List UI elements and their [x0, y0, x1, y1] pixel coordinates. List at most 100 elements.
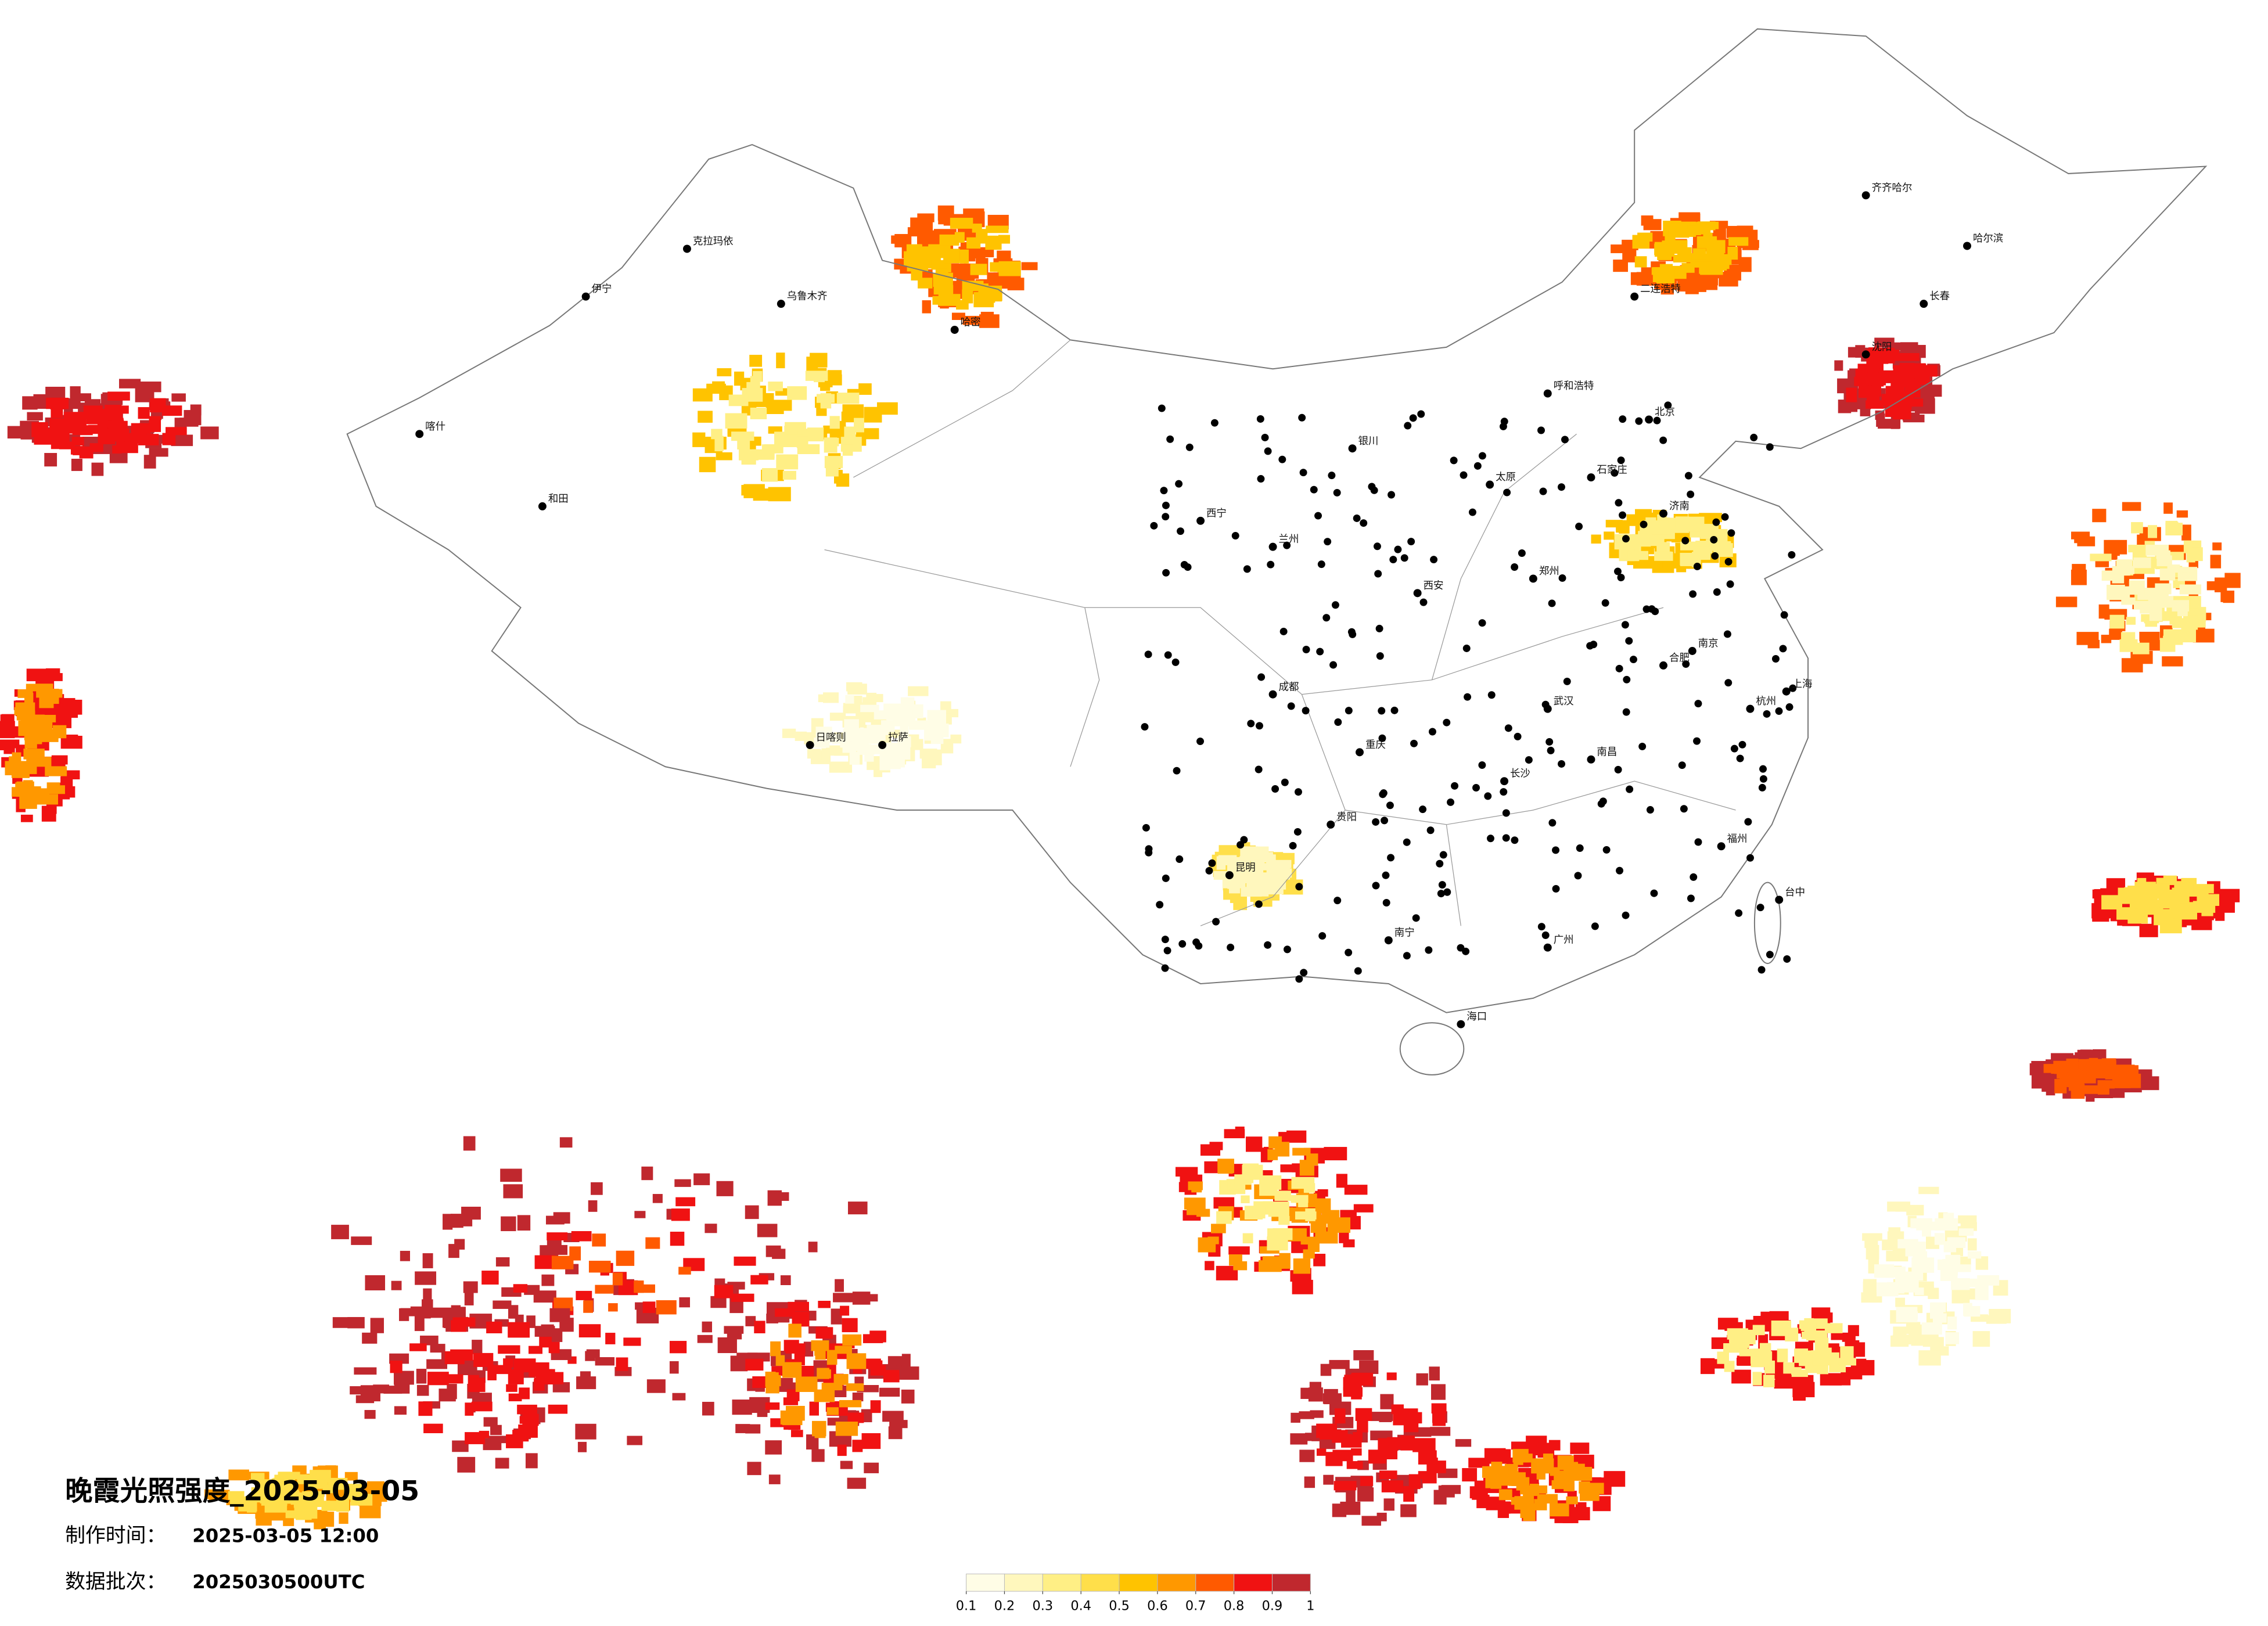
city-dot: [1678, 761, 1686, 769]
city-dot: [806, 740, 814, 749]
city-dot: [1646, 806, 1654, 814]
intensity-cell: [1361, 1516, 1381, 1526]
intensity-cell: [844, 426, 856, 440]
intensity-cell: [783, 1397, 799, 1405]
city-dot: [1710, 535, 1718, 544]
map-title: 晚霞光照强度_2025-03-05: [65, 1475, 419, 1507]
intensity-cell: [1575, 1457, 1590, 1465]
intensity-cell: [1485, 1472, 1498, 1488]
city-dot: [1681, 537, 1690, 545]
intensity-cell: [351, 1236, 372, 1245]
intensity-cell: [972, 224, 982, 233]
intensity-cell: [840, 1305, 850, 1316]
intensity-cell: [950, 218, 973, 229]
city-dot: [1388, 491, 1396, 499]
intensity-cell: [465, 1432, 486, 1444]
intensity-cell: [447, 1384, 457, 1400]
intensity-cell: [2201, 905, 2213, 916]
intensity-cell: [1228, 1246, 1250, 1255]
city-dot: [1558, 760, 1565, 768]
intensity-cell: [331, 1225, 349, 1239]
intensity-cell: [1313, 1254, 1326, 1267]
intensity-cell: [931, 260, 944, 270]
city-dot: [1237, 841, 1245, 849]
intensity-cell: [854, 418, 864, 433]
colorbar-tick-label: 0.9: [1262, 1599, 1283, 1614]
city-dot: [1640, 520, 1648, 528]
intensity-cell: [693, 1173, 710, 1185]
intensity-cell: [410, 1306, 423, 1315]
intensity-cell: [200, 426, 219, 440]
intensity-cell: [1897, 353, 1920, 361]
city-dot: [1688, 647, 1696, 655]
city-dot: [1694, 700, 1702, 708]
city-dot: [1324, 538, 1332, 546]
intensity-cell: [1635, 509, 1652, 518]
intensity-cell: [2181, 524, 2191, 541]
city-label: 哈尔滨: [1973, 233, 2003, 244]
intensity-cell: [268, 1491, 287, 1506]
intensity-cell: [41, 805, 56, 822]
intensity-cell: [903, 717, 916, 726]
city-label: 贵阳: [1336, 811, 1357, 823]
intensity-cell: [1316, 1448, 1327, 1456]
city-label: 北京: [1655, 406, 1675, 418]
city-dot: [1779, 645, 1787, 653]
intensity-cell: [1957, 1264, 1971, 1272]
intensity-cell: [552, 1382, 570, 1393]
city-dot: [1457, 944, 1465, 952]
city-dot: [1212, 918, 1220, 926]
intensity-cell: [919, 749, 937, 759]
intensity-cell: [930, 729, 944, 744]
intensity-cell: [1536, 1468, 1545, 1480]
city-dot: [1318, 932, 1327, 940]
intensity-cell: [321, 1501, 339, 1511]
intensity-cell: [2076, 632, 2099, 645]
intensity-cell: [1799, 1355, 1813, 1366]
intensity-cell: [1462, 1468, 1478, 1482]
city-dot: [1162, 569, 1170, 577]
intensity-cell: [547, 1232, 568, 1240]
city-dot: [1162, 513, 1170, 521]
intensity-cell: [557, 1244, 568, 1255]
intensity-cell: [634, 1211, 646, 1218]
intensity-cell: [847, 684, 867, 695]
intensity-cell: [811, 1449, 825, 1462]
intensity-cell: [1259, 1185, 1278, 1196]
intensity-cell: [585, 1351, 595, 1361]
intensity-cell: [2109, 628, 2122, 640]
intensity-cell: [754, 1321, 765, 1333]
intensity-cell: [461, 1206, 481, 1220]
intensity-cell: [1862, 1233, 1882, 1241]
intensity-cell: [2212, 542, 2222, 551]
intensity-cell: [717, 368, 732, 377]
intensity-cell: [776, 352, 785, 369]
batch: 2025030500UTC: [192, 1571, 365, 1593]
city-dot: [1503, 488, 1511, 497]
intensity-cell: [332, 1317, 354, 1328]
city-dot: [1430, 556, 1438, 564]
intensity-cell: [2127, 911, 2148, 924]
city-dot: [1141, 723, 1149, 731]
intensity-cell: [861, 1433, 881, 1449]
intensity-cell: [1611, 244, 1624, 253]
intensity-cell: [2172, 618, 2194, 628]
city-dot: [1462, 644, 1471, 652]
city-dot: [1712, 518, 1720, 526]
intensity-cell: [47, 785, 65, 794]
intensity-cell: [812, 1420, 826, 1437]
intensity-cell: [835, 1279, 844, 1292]
intensity-cell: [1216, 1211, 1232, 1224]
intensity-cell: [889, 1420, 908, 1429]
intensity-cell: [1205, 1261, 1214, 1271]
intensity-cell: [954, 263, 966, 272]
city-dot: [1757, 966, 1766, 974]
city-dot: [1348, 444, 1357, 453]
intensity-cell: [623, 1337, 641, 1346]
intensity-cell: [672, 1393, 686, 1401]
intensity-cell: [39, 696, 54, 708]
intensity-cell: [451, 1305, 461, 1321]
intensity-cell: [2140, 601, 2152, 614]
intensity-cell: [2109, 614, 2125, 629]
